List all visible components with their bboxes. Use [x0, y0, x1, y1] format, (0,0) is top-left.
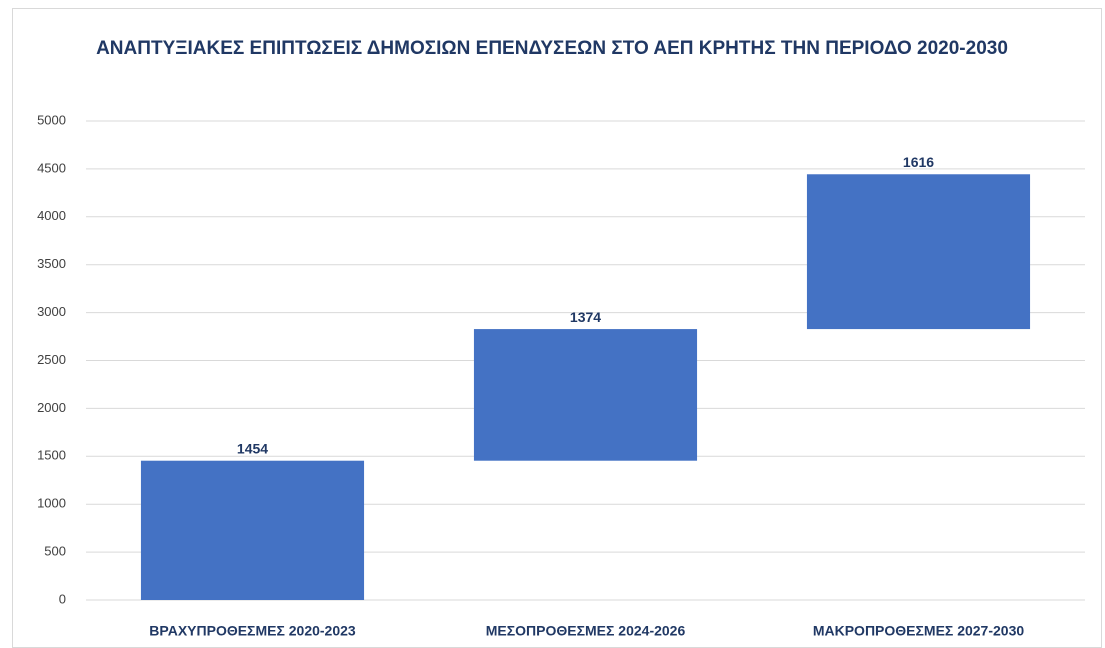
data-label: 1616 — [903, 154, 934, 170]
data-label: 1454 — [237, 440, 268, 456]
x-tick-label: ΜΕΣΟΠΡΟΘΕΣΜΕΣ 2024-2026 — [486, 623, 686, 639]
y-tick-label: 1500 — [37, 448, 66, 463]
bar — [806, 174, 1031, 330]
y-tick-label: 4500 — [37, 160, 66, 175]
y-tick-label: 3500 — [37, 256, 66, 271]
y-tick-label: 500 — [44, 544, 66, 559]
x-tick-label: ΒΡΑΧΥΠΡΟΘΕΣΜΕΣ 2020-2023 — [149, 623, 356, 639]
bar — [140, 460, 365, 600]
data-label: 1374 — [570, 309, 601, 325]
y-tick-label: 4000 — [37, 208, 66, 223]
x-tick-label: ΜΑΚΡΟΠΡΟΘΕΣΜΕΣ 2027-2030 — [813, 623, 1025, 639]
y-tick-label: 1000 — [37, 496, 66, 511]
bar — [473, 329, 698, 461]
chart-title: ΑΝΑΠΤΥΞΙΑΚΕΣ ΕΠΙΠΤΩΣΕΙΣ ΔΗΜΟΣΙΩΝ ΕΠΕΝΔΥΣ… — [96, 38, 1008, 59]
y-tick-label: 2000 — [37, 400, 66, 415]
y-tick-label: 3000 — [37, 304, 66, 319]
y-tick-label: 5000 — [37, 112, 66, 127]
y-tick-label: 0 — [59, 591, 66, 606]
y-tick-label: 2500 — [37, 352, 66, 367]
